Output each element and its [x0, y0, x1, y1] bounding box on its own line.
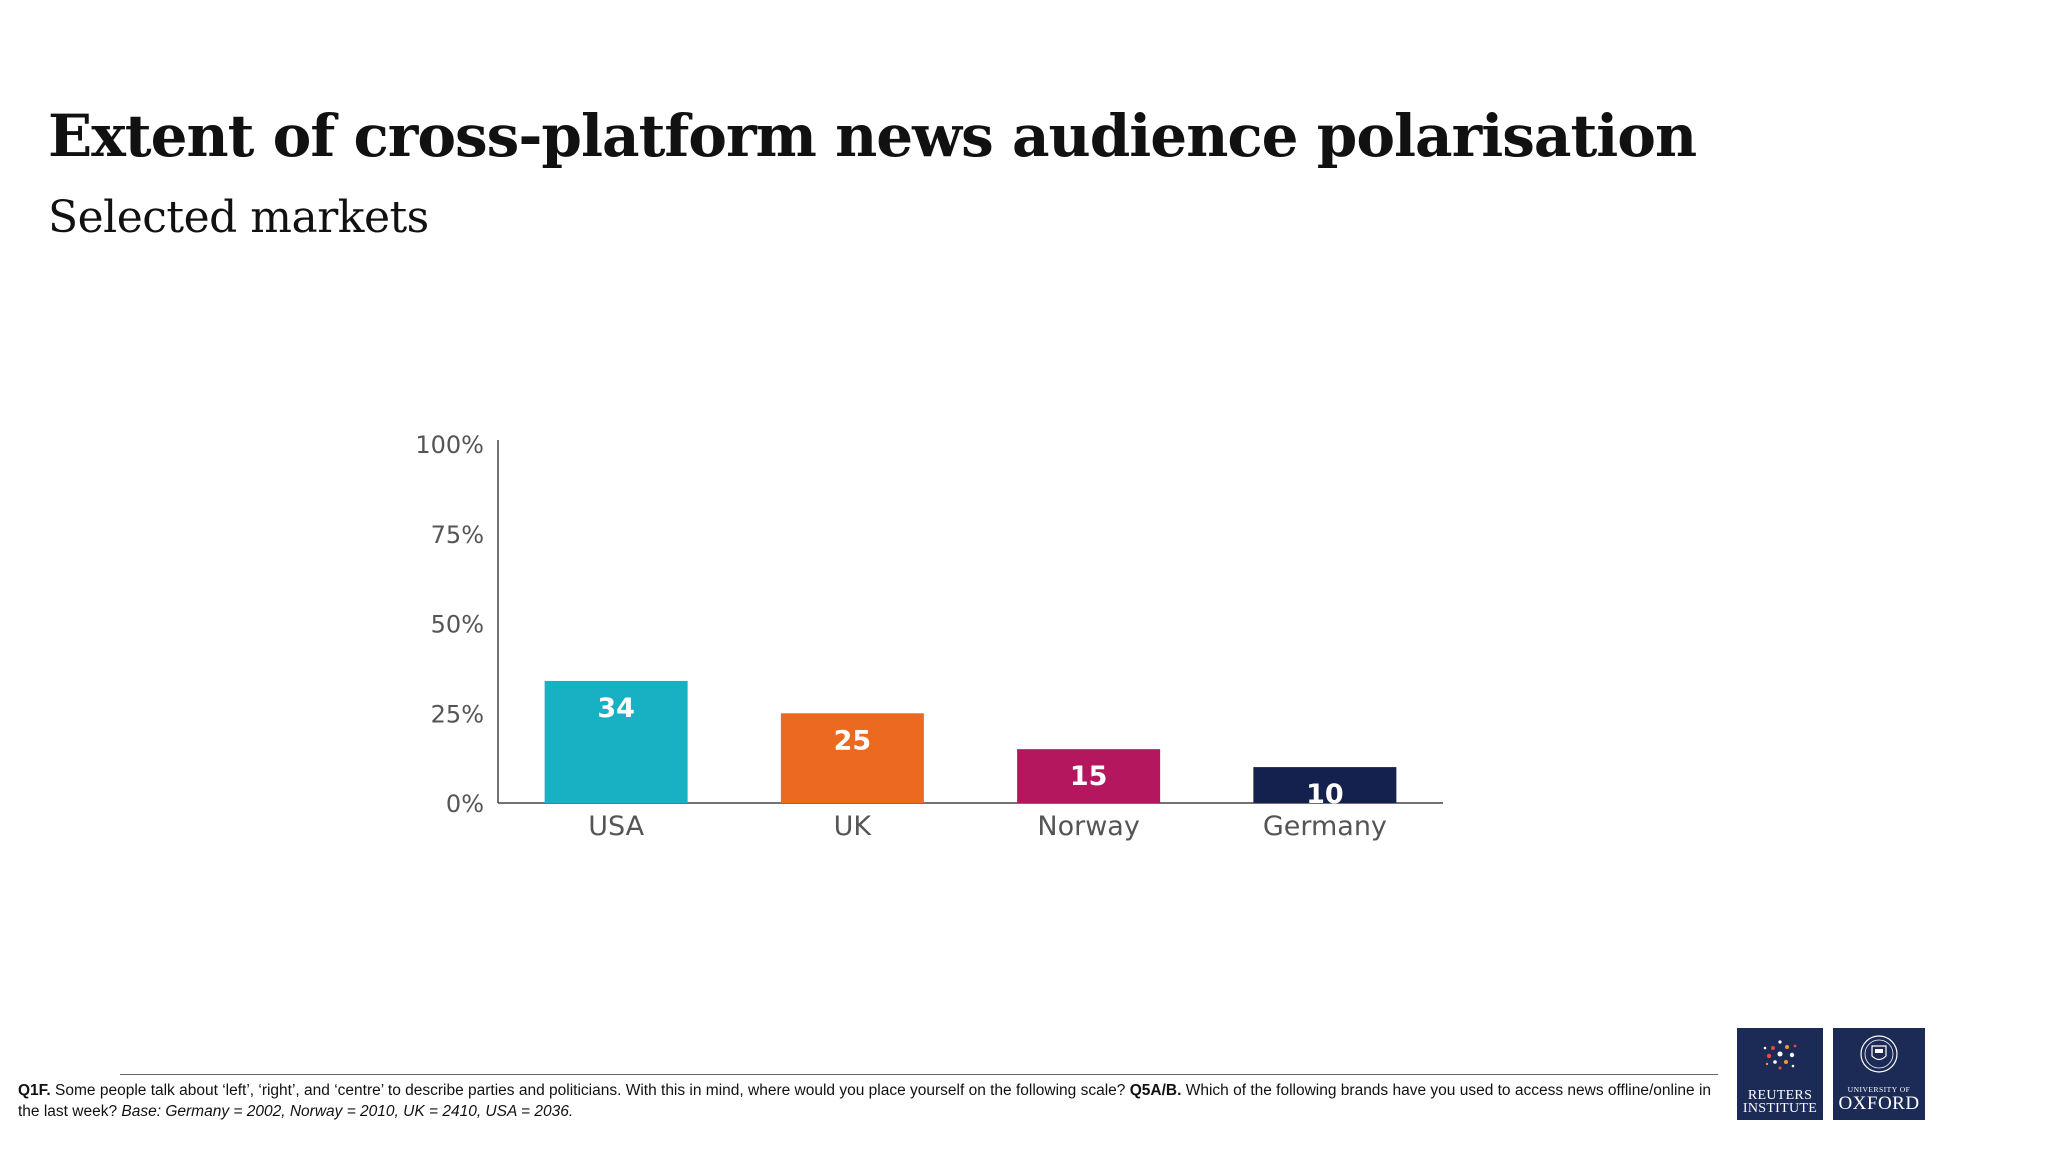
footnote: Q1F. Some people talk about ‘left’, ‘rig… — [18, 1080, 1718, 1122]
bar-value-label: 10 — [1306, 779, 1344, 810]
bar — [1253, 767, 1397, 803]
bar-chart: 0% 25% 50% 75% 100% 34 USA 25 UK 15 Norway 10German… — [415, 431, 1443, 842]
bar — [780, 713, 924, 803]
footnote-divider — [120, 1074, 1718, 1075]
reuters-dots-icon — [1763, 1040, 1797, 1070]
y-tick-label: 50% — [431, 611, 484, 639]
y-tick-label: 0% — [446, 790, 484, 818]
x-tick-label: UK — [834, 811, 873, 842]
oxford-logo: UNIVERSITY OF OXFORD — [1833, 1028, 1925, 1120]
reuters-institute-logo: REUTERS INSTITUTE — [1737, 1028, 1823, 1120]
y-tick-label: 25% — [431, 700, 484, 728]
footnote-q1-text: Some people talk about ‘left’, ‘right’, … — [50, 1082, 1130, 1099]
footnote-q5-label: Q5A/B. — [1129, 1082, 1182, 1099]
x-tick-label: Germany — [1263, 811, 1387, 842]
oxford-big-text: OXFORD — [1838, 1093, 1920, 1114]
reuters-line2: INSTITUTE — [1742, 1101, 1818, 1116]
page-title: Extent of cross-platform news audience p… — [48, 102, 1697, 170]
x-tick-label: Norway — [1037, 811, 1139, 842]
bar — [1017, 749, 1161, 803]
footnote-base-text: Base: Germany = 2002, Norway = 2010, UK … — [121, 1103, 574, 1120]
oxford-crest-icon — [1860, 1035, 1898, 1073]
oxford-small-text: UNIVERSITY OF — [1847, 1085, 1911, 1094]
y-tick-label: 100% — [415, 431, 484, 459]
bar-value-label: 25 — [834, 725, 872, 756]
footnote-q5-text: Which of the following brands have you u… — [18, 1082, 1712, 1120]
bar-value-label: 34 — [597, 693, 635, 724]
x-tick-label: USA — [588, 811, 644, 842]
bar-value-label: 15 — [1070, 761, 1108, 792]
footnote-q1-label: Q1F. — [18, 1082, 51, 1099]
y-tick-label: 75% — [431, 521, 484, 549]
bar — [544, 680, 688, 803]
reuters-line1: REUTERS — [1747, 1088, 1813, 1103]
page-subtitle: Selected markets — [48, 192, 429, 243]
